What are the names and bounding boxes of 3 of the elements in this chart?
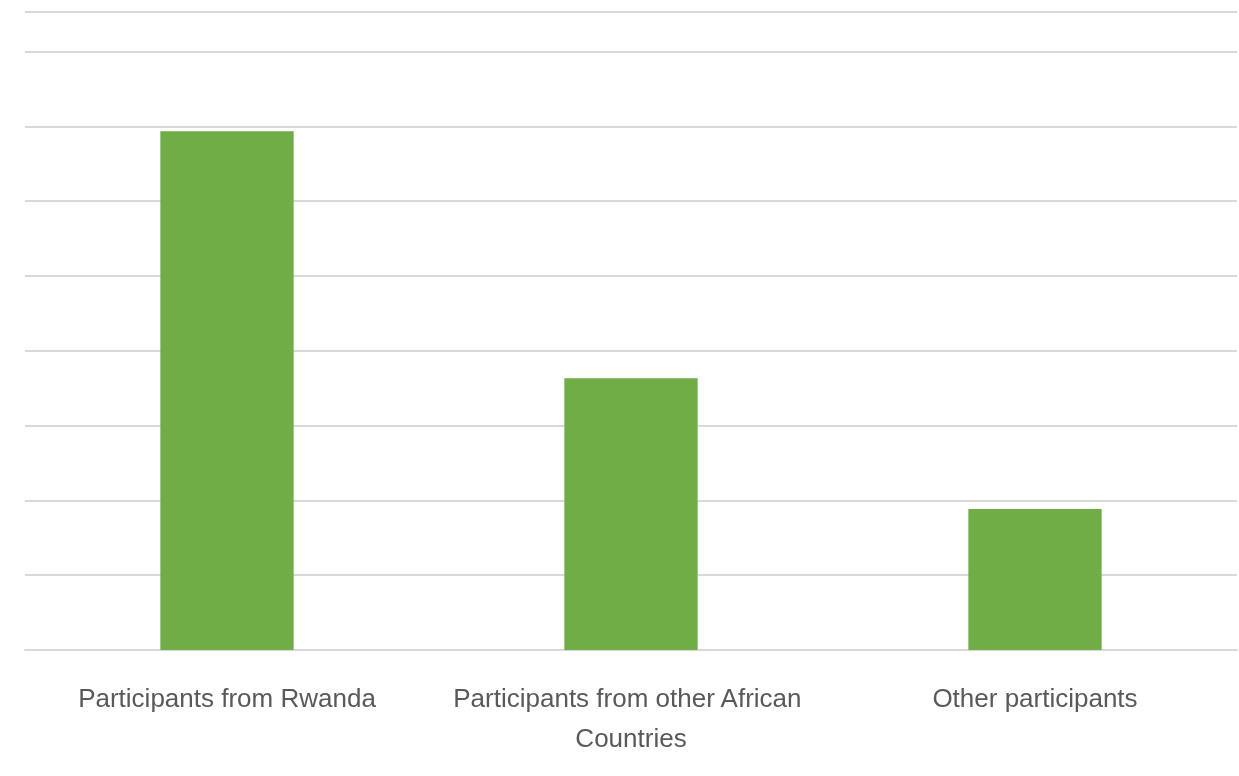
x-tick-label: Participants from Rwanda	[78, 683, 377, 713]
x-tick-label: Participants from other African Countries	[453, 683, 809, 753]
x-tick-label: Other participants	[932, 683, 1138, 713]
